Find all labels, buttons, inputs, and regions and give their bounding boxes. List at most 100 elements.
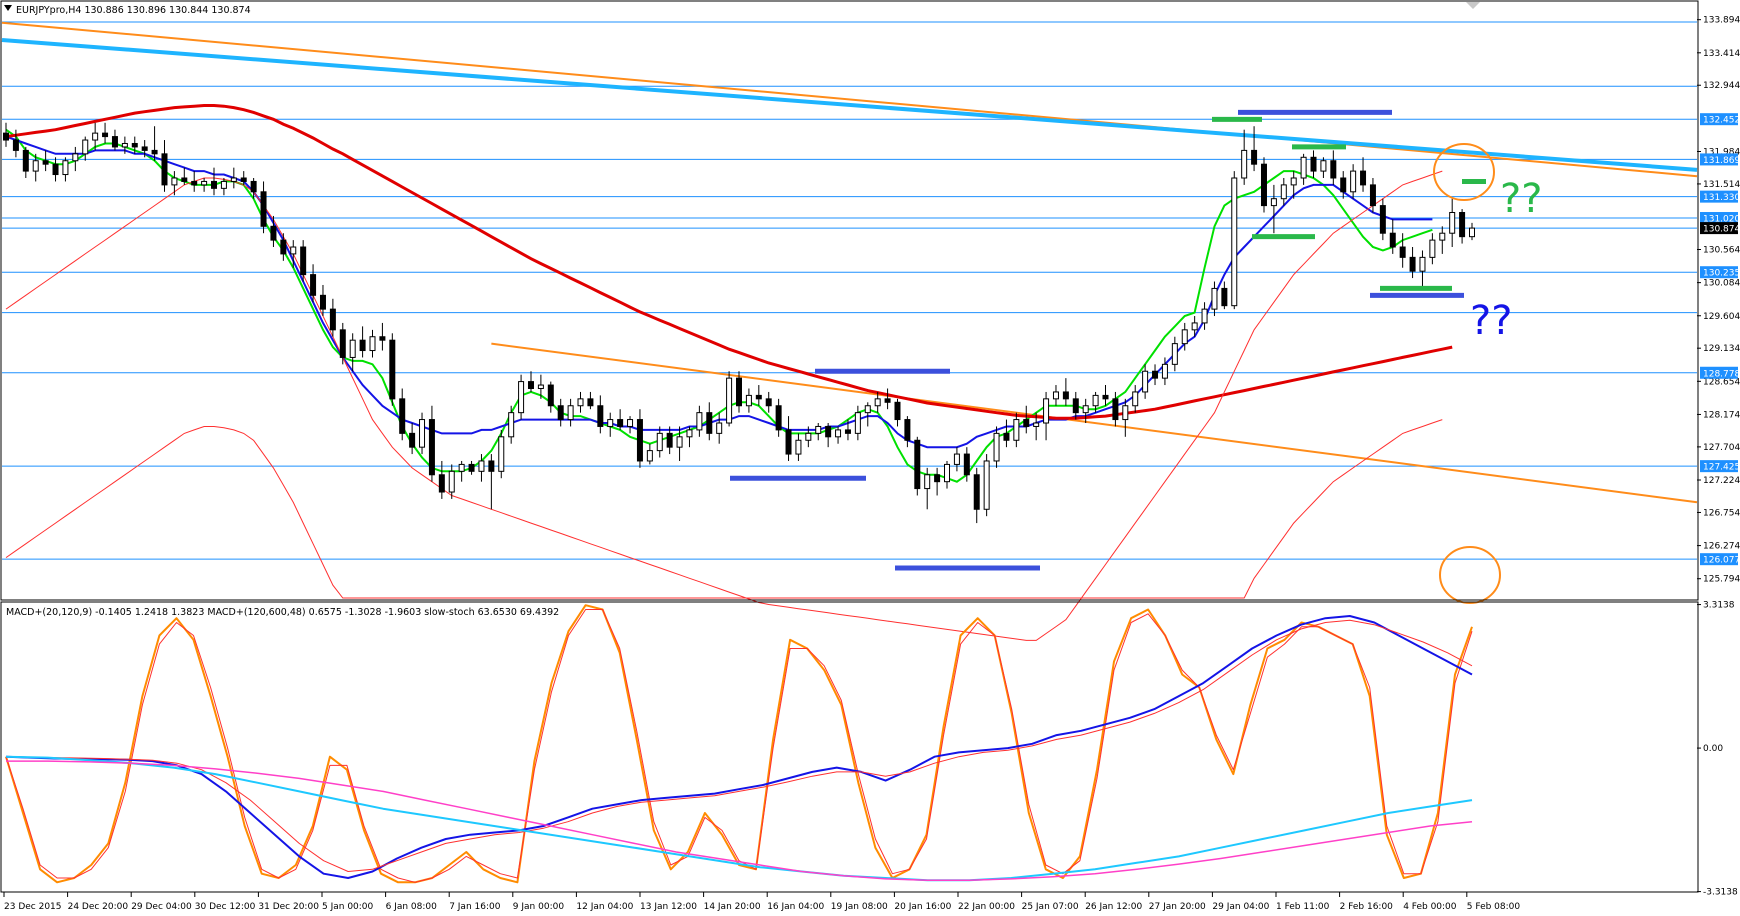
candle-bull [854,412,861,434]
candle-bull [577,398,584,407]
highlight-circle [1433,143,1495,201]
shift-marker-icon[interactable] [1466,2,1480,9]
candle-bear [1459,212,1466,238]
price-tag-label: 127.425 [1703,463,1740,473]
candle-bull [1122,405,1129,421]
candle-bear [765,398,772,407]
time-axis-label: 14 Jan 20:00 [704,902,761,912]
candle-bull [1211,287,1218,310]
candle-bull [508,412,515,438]
candle-bear [785,429,792,455]
time-axis-label: 24 Dec 20:00 [68,902,129,912]
indicator-line-2 [5,615,1473,879]
candle-bear [1399,246,1406,258]
candle-bear [339,329,346,358]
candle-bear [547,384,554,407]
time-axis-label: 5 Jan 00:00 [322,902,374,912]
candle-bear [1260,163,1267,207]
candle-bull [201,180,208,186]
candle-bull [121,142,128,148]
candle-bear [1389,232,1396,248]
candle-bear [359,339,366,352]
candle-bear [825,425,832,438]
candle-bull [686,429,693,438]
price-panel: 133.894 133.414 132.944 131.984 131.514 130.5… [1,16,1740,641]
candle-bear [1221,287,1228,307]
candle-bear [191,180,198,186]
candle-bull [1320,160,1327,172]
candle-bear [131,142,138,148]
candle-bull [349,339,356,358]
time-axis-label: 30 Dec 12:00 [195,902,256,912]
candle-bull [1142,370,1149,393]
candle-bull [646,450,653,462]
candle-bear [597,405,604,427]
candle-bull [607,419,614,427]
trend-line [1,37,1698,172]
indicator-line-0 [5,604,1473,884]
price-tag [1700,212,1738,225]
candle-bear [1062,391,1069,400]
candle-bull [72,153,79,162]
candle-bear [329,308,336,331]
candle-bear [488,460,495,472]
ma-line-2 [5,104,1453,420]
candle-bull [448,470,455,493]
candle-bull [716,422,723,434]
candle-bear [636,419,643,462]
candle-bear [914,439,921,490]
candle-bull [82,139,89,155]
candle-bull [676,436,683,448]
candle-bear [181,177,188,182]
candle-bull [458,463,465,472]
candle-bull [1033,422,1040,427]
price-tag [1700,460,1738,473]
candle-bear [211,180,218,189]
candle-bear [468,463,475,472]
time-axis-label: 20 Jan 16:00 [894,902,951,912]
candle-bull [1241,149,1248,179]
candle-bull [419,419,426,448]
time-axis-label: 23 Dec 2015 [4,902,62,912]
price-axis-label: 126.274 [1703,542,1740,552]
candle-bull [1469,227,1475,238]
indicator-panel-frame [0,601,1699,893]
candle-bull [1439,232,1446,241]
annotation-question-green: ?? [1500,176,1542,222]
candle-bear [963,453,970,476]
candle-bull [1429,239,1436,258]
candle-bull [627,419,634,427]
candle-bear [300,246,307,276]
candle-bear [1360,170,1367,186]
indicator-axis-label: 3.3138 [1703,601,1735,611]
candle-bull [835,429,842,438]
candle-bear [1409,256,1416,272]
candle-bull [498,436,505,472]
candle-bear [527,381,534,389]
price-tag [1700,366,1738,379]
candle-bear [102,132,109,138]
candle-bull [32,160,39,172]
time-axis-label: 1 Feb 11:00 [1276,902,1330,912]
candle-bear [1003,432,1010,441]
candle-bull [92,132,99,141]
candle-bull [1231,177,1238,307]
trend-line [491,342,1698,504]
candle-bear [12,139,19,151]
trend-line [1,21,1698,178]
price-tag-label: 131.330 [1703,193,1740,203]
candle-bear [1251,149,1258,165]
candle-bull [953,453,960,465]
price-axis-label: 133.414 [1703,49,1740,59]
candle-bear [161,153,168,186]
candle-bull [220,180,227,189]
price-axis-label: 132.944 [1703,81,1740,91]
candle-bear [617,419,624,427]
candle-bear [409,432,416,448]
candle-bear [52,163,59,176]
indicator-line-5 [6,760,1473,881]
collapse-arrow-icon[interactable] [4,5,12,11]
candle-bear [1330,160,1337,179]
time-axis-label: 29 Dec 04:00 [131,902,192,912]
candle-bull [369,336,376,352]
